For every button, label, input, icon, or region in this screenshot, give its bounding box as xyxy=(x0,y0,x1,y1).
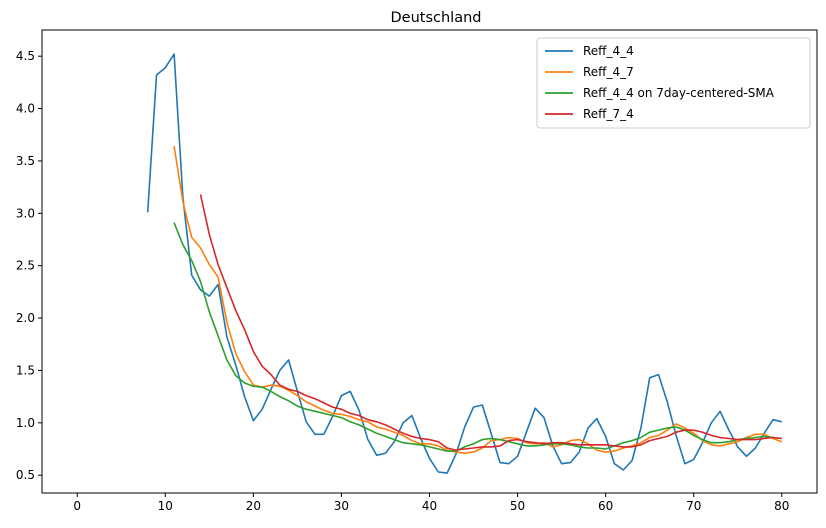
x-tick-label: 70 xyxy=(686,499,701,513)
y-tick-label: 2.0 xyxy=(16,311,35,325)
x-tick-label: 50 xyxy=(510,499,525,513)
y-axis: 0.5 1.0 1.5 2.0 2.5 3.0 3.5 4.0 4.5 xyxy=(16,49,42,482)
series-line-reff-4-7 xyxy=(173,146,783,455)
series-line-reff-7-4 xyxy=(199,194,782,451)
y-tick-label: 3.5 xyxy=(16,154,35,168)
x-tick-label: 40 xyxy=(422,499,437,513)
x-tick-label: 80 xyxy=(774,499,789,513)
legend-label: Reff_4_7 xyxy=(583,65,634,79)
series-line-reff-4-4-on-7day-centered-sma xyxy=(173,222,782,452)
y-tick-label: 0.5 xyxy=(16,468,35,482)
legend: Reff_4_4 Reff_4_7 Reff_4_4 on 7day-centere… xyxy=(536,37,811,129)
legend-label: Reff_7_4 xyxy=(583,107,634,121)
y-tick-label: 1.5 xyxy=(16,363,35,377)
x-tick-label: 0 xyxy=(73,499,81,513)
y-tick-label: 4.5 xyxy=(16,49,35,63)
y-tick-label: 2.5 xyxy=(16,259,35,273)
series-line-reff-4-4 xyxy=(146,53,782,474)
chart-title: Deutschland xyxy=(391,10,482,26)
x-tick-label: 30 xyxy=(334,499,349,513)
legend-box xyxy=(536,37,811,129)
x-tick-label: 20 xyxy=(246,499,261,513)
x-axis: 0 10 20 30 40 50 60 70 80 xyxy=(73,493,789,513)
y-tick-label: 3.0 xyxy=(16,206,35,220)
y-tick-label: 1.0 xyxy=(16,416,35,430)
legend-label: Reff_4_4 on 7day-centered-SMA xyxy=(583,86,775,100)
y-tick-label: 4.0 xyxy=(16,102,35,116)
x-tick-label: 10 xyxy=(158,499,173,513)
legend-label: Reff_4_4 xyxy=(583,44,634,58)
series-lines xyxy=(146,53,783,474)
x-tick-label: 60 xyxy=(598,499,613,513)
